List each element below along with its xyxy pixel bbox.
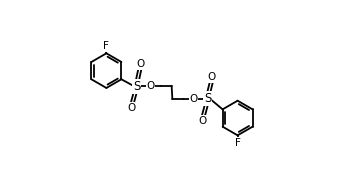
Text: O: O	[207, 72, 216, 82]
Text: S: S	[133, 80, 140, 93]
Text: O: O	[136, 59, 144, 69]
Text: F: F	[104, 41, 109, 51]
Text: S: S	[204, 92, 211, 105]
Text: O: O	[147, 81, 154, 91]
Text: O: O	[190, 94, 197, 104]
Text: F: F	[235, 138, 240, 148]
Text: O: O	[128, 103, 136, 113]
Text: O: O	[199, 116, 207, 126]
